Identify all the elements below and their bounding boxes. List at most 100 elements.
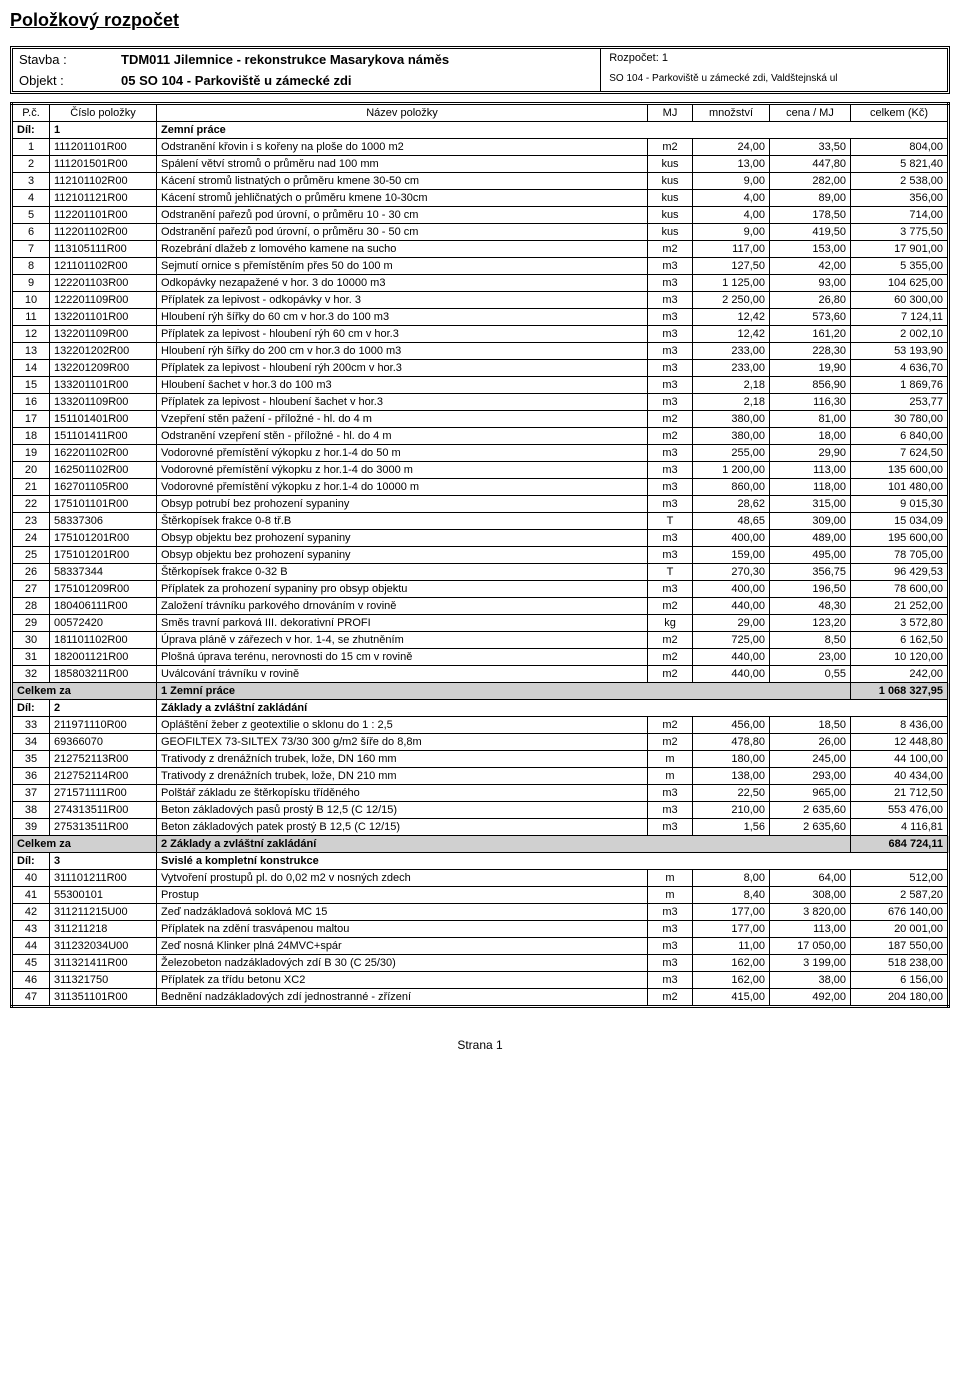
cell-pc: 28 — [12, 598, 50, 615]
cell-mj: m3 — [648, 955, 693, 972]
cell-cp: 133201109R00 — [50, 394, 157, 411]
cell-pc: 22 — [12, 496, 50, 513]
cell-cena: 495,00 — [770, 547, 851, 564]
cell-cena: 492,00 — [770, 989, 851, 1007]
cell-cp: 132201202R00 — [50, 343, 157, 360]
cell-mn: 2 250,00 — [693, 292, 770, 309]
col-cp: Číslo položky — [50, 104, 157, 122]
table-row: 45311321411R00Železobeton nadzákladových… — [12, 955, 949, 972]
section-header-row: Díl:1Zemní práce — [12, 122, 949, 139]
cell-pc: 18 — [12, 428, 50, 445]
cell-pc: 20 — [12, 462, 50, 479]
subtotal-label: Celkem za — [12, 683, 157, 700]
cell-mn: 48,65 — [693, 513, 770, 530]
cell-mj: kg — [648, 615, 693, 632]
table-row: 22175101101R00Obsyp potrubí bez prohozen… — [12, 496, 949, 513]
cell-cel: 96 429,53 — [851, 564, 949, 581]
cell-mj: m — [648, 768, 693, 785]
cell-cel: 553 476,00 — [851, 802, 949, 819]
cell-naz: Příplatek za lepivost - hloubení šachet … — [157, 394, 648, 411]
cell-cena: 3 820,00 — [770, 904, 851, 921]
cell-mn: 180,00 — [693, 751, 770, 768]
table-row: 47311351101R00Bednění nadzákladových zdí… — [12, 989, 949, 1007]
cell-cel: 204 180,00 — [851, 989, 949, 1007]
cell-naz: Kácení stromů jehličnatých o průměru kme… — [157, 190, 648, 207]
cell-pc: 21 — [12, 479, 50, 496]
cell-mn: 4,00 — [693, 190, 770, 207]
cell-mj: m — [648, 870, 693, 887]
cell-cp: 58337344 — [50, 564, 157, 581]
cell-pc: 45 — [12, 955, 50, 972]
cell-pc: 14 — [12, 360, 50, 377]
cell-cp: 58337306 — [50, 513, 157, 530]
cell-naz: Trativody z drenážních trubek, lože, DN … — [157, 751, 648, 768]
cell-mn: 400,00 — [693, 530, 770, 547]
cell-naz: Rozebrání dlažeb z lomového kamene na su… — [157, 241, 648, 258]
cell-naz: Spálení větví stromů o průměru nad 100 m… — [157, 156, 648, 173]
cell-cp: 175101101R00 — [50, 496, 157, 513]
header-box: Stavba : TDM011 Jilemnice - rekonstrukce… — [10, 46, 950, 94]
cell-cena: 309,00 — [770, 513, 851, 530]
rozpocet: Rozpočet: 1 — [601, 49, 947, 70]
cell-cena: 38,00 — [770, 972, 851, 989]
cell-cp: 132201109R00 — [50, 326, 157, 343]
cell-naz: Polštář základu ze štěrkopísku tříděného — [157, 785, 648, 802]
cell-cp: 122201103R00 — [50, 275, 157, 292]
cell-naz: Příplatek na zdění trasvápenou maltou — [157, 921, 648, 938]
table-row: 2111201501R00Spálení větví stromů o prům… — [12, 156, 949, 173]
cell-mj: m3 — [648, 292, 693, 309]
cell-mj: m3 — [648, 479, 693, 496]
cell-mn: 9,00 — [693, 224, 770, 241]
cell-cena: 18,00 — [770, 428, 851, 445]
table-row: 2358337306Štěrkopísek frakce 0-8 tř.BT48… — [12, 513, 949, 530]
cell-cel: 3 572,80 — [851, 615, 949, 632]
cell-pc: 32 — [12, 666, 50, 683]
cell-cel: 2 538,00 — [851, 173, 949, 190]
cell-mj: m3 — [648, 938, 693, 955]
cell-pc: 25 — [12, 547, 50, 564]
cell-cena: 23,00 — [770, 649, 851, 666]
cell-mj: m — [648, 887, 693, 904]
cell-mn: 1 125,00 — [693, 275, 770, 292]
cell-mj: m3 — [648, 258, 693, 275]
cell-cena: 64,00 — [770, 870, 851, 887]
cell-cel: 135 600,00 — [851, 462, 949, 479]
budget-table: P.č. Číslo položky Název položky MJ množ… — [10, 102, 950, 1008]
cell-cel: 5 355,00 — [851, 258, 949, 275]
cell-cel: 15 034,09 — [851, 513, 949, 530]
cell-cel: 44 100,00 — [851, 751, 949, 768]
cell-cena: 3 199,00 — [770, 955, 851, 972]
cell-naz: Štěrkopísek frakce 0-32 B — [157, 564, 648, 581]
cell-mn: 233,00 — [693, 360, 770, 377]
cell-mn: 162,00 — [693, 955, 770, 972]
cell-cp: 113105111R00 — [50, 241, 157, 258]
table-row: 28180406111R00Založení trávníku parkovéh… — [12, 598, 949, 615]
table-row: 37271571111R00Polštář základu ze štěrkop… — [12, 785, 949, 802]
cell-cena: 19,90 — [770, 360, 851, 377]
cell-mn: 415,00 — [693, 989, 770, 1007]
cell-mj: m — [648, 751, 693, 768]
cell-naz: Štěrkopísek frakce 0-8 tř.B — [157, 513, 648, 530]
table-row: 7113105111R00Rozebrání dlažeb z lomového… — [12, 241, 949, 258]
table-row: 24175101201R00Obsyp objektu bez prohozen… — [12, 530, 949, 547]
cell-cena: 29,90 — [770, 445, 851, 462]
cell-naz: Příplatek za lepivost - hloubení rýh 60 … — [157, 326, 648, 343]
cell-pc: 1 — [12, 139, 50, 156]
cell-pc: 12 — [12, 326, 50, 343]
cell-mj: m3 — [648, 343, 693, 360]
cell-mn: 162,00 — [693, 972, 770, 989]
dil-number: 3 — [50, 853, 157, 870]
subtotal-value: 684 724,11 — [851, 836, 949, 853]
cell-cel: 21 252,00 — [851, 598, 949, 615]
cell-cp: 212752114R00 — [50, 768, 157, 785]
col-naz: Název položky — [157, 104, 648, 122]
cell-mj: m2 — [648, 411, 693, 428]
cell-naz: Obsyp potrubí bez prohození sypaniny — [157, 496, 648, 513]
so-text: SO 104 - Parkoviště u zámecké zdi, Valdš… — [601, 70, 947, 91]
table-row: 21162701105R00Vodorovné přemístění výkop… — [12, 479, 949, 496]
cell-pc: 26 — [12, 564, 50, 581]
cell-mj: m3 — [648, 445, 693, 462]
cell-cp: 271571111R00 — [50, 785, 157, 802]
cell-naz: Vytvoření prostupů pl. do 0,02 m2 v nosn… — [157, 870, 648, 887]
table-row: 8121101102R00Sejmutí ornice s přemístění… — [12, 258, 949, 275]
